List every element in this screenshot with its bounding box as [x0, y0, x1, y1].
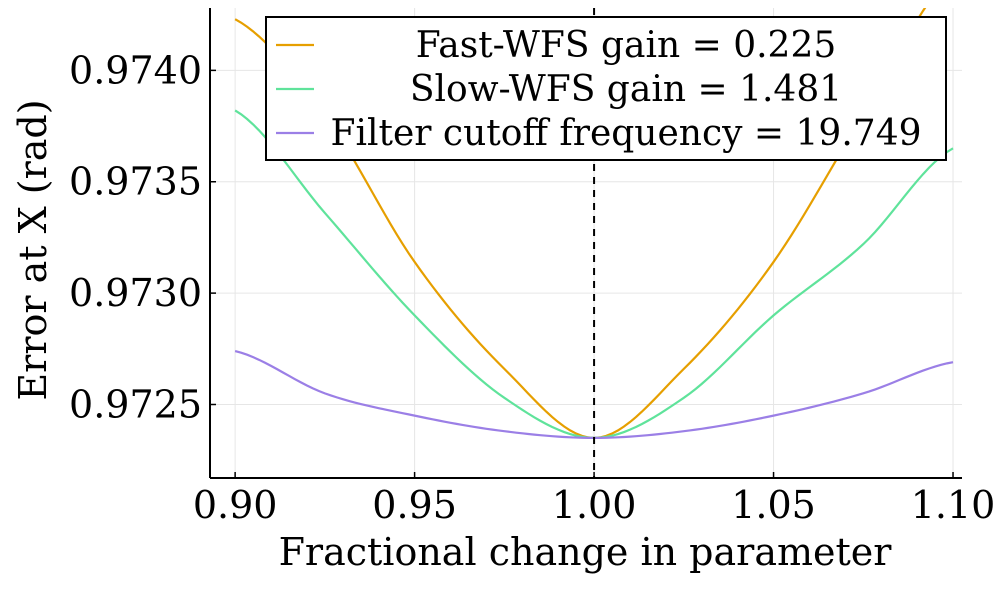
y-tick-label-3: 0.9740 [69, 48, 202, 92]
y-axis-label: Error at X (rad) [11, 99, 55, 400]
y-tick-label-0: 0.9725 [69, 382, 202, 426]
axes [209, 0, 963, 479]
x-tick-label-0: 0.90 [193, 483, 278, 527]
x-axis-label: Fractional change in parameter [279, 530, 893, 574]
legend-label-1: Slow-WFS gain = 1.481 [410, 69, 842, 110]
y-tick-label-1: 0.9730 [69, 271, 202, 315]
x-tick-label-4: 1.10 [911, 483, 996, 527]
legend-label-2: Filter cutoff frequency = 19.749 [330, 113, 921, 154]
legend-label-0: Fast-WFS gain = 0.225 [416, 25, 837, 66]
x-tick-label-3: 1.05 [731, 483, 816, 527]
tick-labels: 0.90 0.95 1.00 1.05 1.10 0.9725 0.9730 0.9735 0.… [69, 48, 995, 527]
y-tick-label-2: 0.9735 [69, 160, 202, 204]
x-tick-label-2: 1.00 [552, 483, 637, 527]
top-mask [211, 0, 963, 8]
x-tick-label-1: 0.95 [372, 483, 457, 527]
legend-box [265, 16, 947, 161]
